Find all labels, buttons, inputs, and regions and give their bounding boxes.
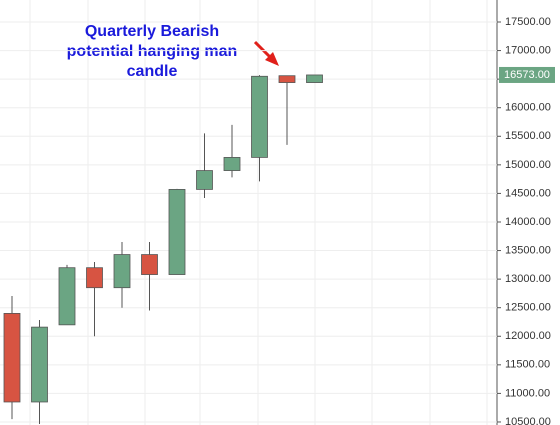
- y-tick-label: 16000.00: [505, 102, 551, 114]
- candle-body: [141, 254, 158, 275]
- y-tick-label: 11500.00: [505, 359, 550, 371]
- arrow-head: [265, 52, 279, 66]
- candle-body: [86, 267, 103, 289]
- candle-body: [58, 267, 76, 326]
- y-tick-label: 11000.00: [505, 387, 550, 399]
- y-tick-label: 17000.00: [505, 44, 551, 56]
- last-price-label: 16573.00: [504, 69, 550, 81]
- y-tick-label: 12500.00: [505, 302, 551, 314]
- candle-body: [113, 254, 131, 289]
- candle-body: [306, 74, 323, 83]
- last-price-box: [499, 66, 555, 83]
- y-tick-label: 12000.00: [505, 330, 551, 342]
- vertical-grid: [29, 0, 488, 425]
- annotation: potential hanging man: [67, 43, 238, 60]
- candle-body: [3, 313, 21, 403]
- annotation: candle: [127, 63, 178, 80]
- y-tick-label: 15000.00: [505, 159, 551, 171]
- y-tick-label: 14500.00: [505, 187, 551, 199]
- candle-body: [223, 157, 241, 171]
- y-tick-label: 15500.00: [505, 130, 551, 142]
- candle-body: [31, 326, 48, 403]
- candle-body: [278, 75, 296, 83]
- annotation: Quarterly Bearish: [85, 23, 219, 40]
- y-tick-label: 13000.00: [505, 273, 551, 285]
- y-tick-label: 17500.00: [505, 16, 551, 28]
- arrow: [253, 40, 279, 66]
- y-tick-label: 13500.00: [505, 244, 551, 256]
- y-tick-label: 10500.00: [505, 416, 551, 425]
- candle-body: [196, 170, 213, 190]
- candle-body: [168, 189, 186, 275]
- candle-body: [251, 75, 268, 158]
- y-tick-label: 14000.00: [505, 216, 551, 228]
